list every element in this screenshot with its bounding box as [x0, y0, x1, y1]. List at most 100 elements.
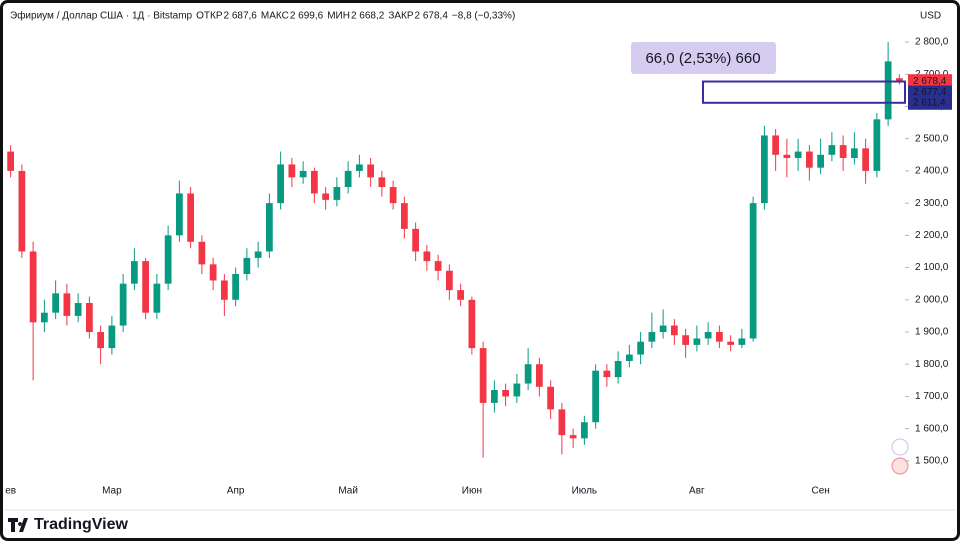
candle-body: [817, 154, 824, 168]
candle-body: [176, 193, 183, 236]
x-tick-label: Июль: [572, 486, 598, 497]
candle-body: [862, 148, 869, 171]
candle-body: [569, 435, 577, 439]
x-tick-label: ев: [5, 486, 16, 497]
y-tick-label: 2 000,0: [915, 294, 949, 305]
candle-body: [468, 299, 476, 349]
candle-body: [738, 338, 746, 345]
currency: USD: [920, 11, 941, 22]
candle-body: [209, 264, 217, 281]
candle-body: [322, 193, 329, 200]
header-text: 2 687,6: [224, 11, 258, 22]
candle-body: [446, 270, 453, 291]
measure-label: 66,0 (2,53%) 660: [645, 50, 760, 67]
candle-body: [457, 290, 464, 300]
candle-body: [716, 332, 723, 342]
candle-body: [52, 293, 59, 313]
candle-body: [479, 348, 487, 403]
candle-body: [41, 312, 48, 323]
y-tick-label: 1 800,0: [915, 359, 949, 370]
candle-body: [18, 170, 26, 252]
candle-body: [108, 325, 116, 349]
header-text: Эфириум / Доллар США · 1Д · Bitstamp: [10, 10, 193, 22]
candle-body: [63, 293, 71, 316]
candle-body: [164, 235, 172, 284]
x-tick-label: Май: [338, 486, 358, 497]
header-text: ОТКР: [196, 11, 223, 22]
candle-body: [558, 409, 566, 436]
candle-body: [547, 386, 554, 410]
candle-body: [86, 303, 93, 333]
measure-label-bg: [631, 42, 776, 74]
candle-body: [311, 170, 318, 194]
x-tick-label: Мар: [102, 486, 122, 497]
candle-body: [513, 383, 521, 397]
candle-body: [277, 164, 284, 204]
candle-body: [839, 145, 847, 159]
candle-body: [524, 364, 532, 384]
candle-body: [614, 361, 622, 378]
header-text: 2 668,2: [351, 11, 385, 22]
candle-body: [648, 332, 656, 342]
candle-body: [221, 280, 228, 300]
candle-body: [389, 187, 397, 204]
candle-body: [491, 390, 498, 403]
icon[interactable]: [891, 438, 909, 456]
candle-body: [749, 203, 757, 339]
x-tick-label: Апр: [227, 486, 245, 497]
candle-body: [727, 341, 734, 345]
candle-body: [896, 78, 903, 82]
candle-body: [232, 274, 239, 300]
candle-body: [794, 151, 802, 159]
y-tick-label: 2 500,0: [915, 133, 949, 144]
measure-box: [702, 80, 906, 104]
header-text: ЗАКР: [388, 11, 414, 22]
candle-body: [333, 187, 341, 200]
candle-body: [884, 61, 892, 120]
header-text: 2 678,4: [415, 11, 449, 22]
logo: [8, 518, 28, 532]
header-text: МАКС: [261, 11, 289, 22]
price-label: 2 677,4: [913, 87, 947, 98]
candle-body: [7, 151, 14, 171]
candle-body: [367, 164, 374, 178]
y-tick-label: 1 900,0: [915, 327, 949, 338]
candle-body: [254, 251, 262, 258]
price-label: 2 611,4: [913, 97, 946, 108]
candle-body: [401, 203, 408, 229]
y-tick-label: 2 400,0: [915, 166, 949, 177]
icon[interactable]: [891, 457, 909, 475]
x-tick-label: Сен: [811, 486, 829, 497]
candle-body: [659, 325, 667, 333]
candle-body: [266, 203, 273, 252]
candle-body: [131, 261, 138, 284]
y-tick-label: 2 300,0: [915, 198, 949, 209]
y-tick-label: 1 600,0: [915, 423, 949, 434]
header-text: −8,8 (−0,33%): [452, 11, 515, 22]
x-tick-label: Авг: [689, 486, 705, 497]
candle-body: [592, 370, 599, 423]
candle-body: [356, 164, 363, 171]
logo-mark: [8, 518, 28, 532]
y-tick-label: 2 800,0: [915, 37, 949, 48]
candle-body: [704, 332, 712, 339]
header-text: 2 699,6: [290, 11, 324, 22]
candle-body: [693, 338, 701, 345]
header: Эфириум / Доллар США · 1Д · Bitstamp ОТКР…: [10, 10, 515, 22]
candle-body: [851, 148, 858, 159]
candle-body: [74, 303, 82, 316]
y-tick-label: 2 100,0: [915, 262, 949, 273]
candle-body: [581, 422, 588, 439]
candle-body: [243, 257, 251, 275]
candle-body: [119, 283, 127, 326]
y-tick-label: 1 500,0: [915, 456, 949, 467]
candle-body: [806, 151, 813, 168]
candle-body: [97, 332, 104, 349]
candle-body: [344, 170, 352, 188]
candle-body: [153, 283, 161, 313]
candle-body: [142, 261, 149, 313]
y-tick-label: 1 700,0: [915, 391, 949, 402]
candle-body: [682, 335, 689, 345]
